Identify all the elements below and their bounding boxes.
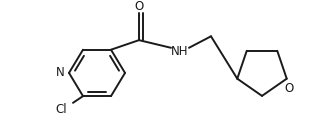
Text: O: O	[284, 82, 293, 95]
Text: O: O	[134, 0, 144, 13]
Text: Cl: Cl	[55, 103, 67, 116]
Text: N: N	[56, 66, 64, 79]
Text: NH: NH	[171, 45, 189, 58]
